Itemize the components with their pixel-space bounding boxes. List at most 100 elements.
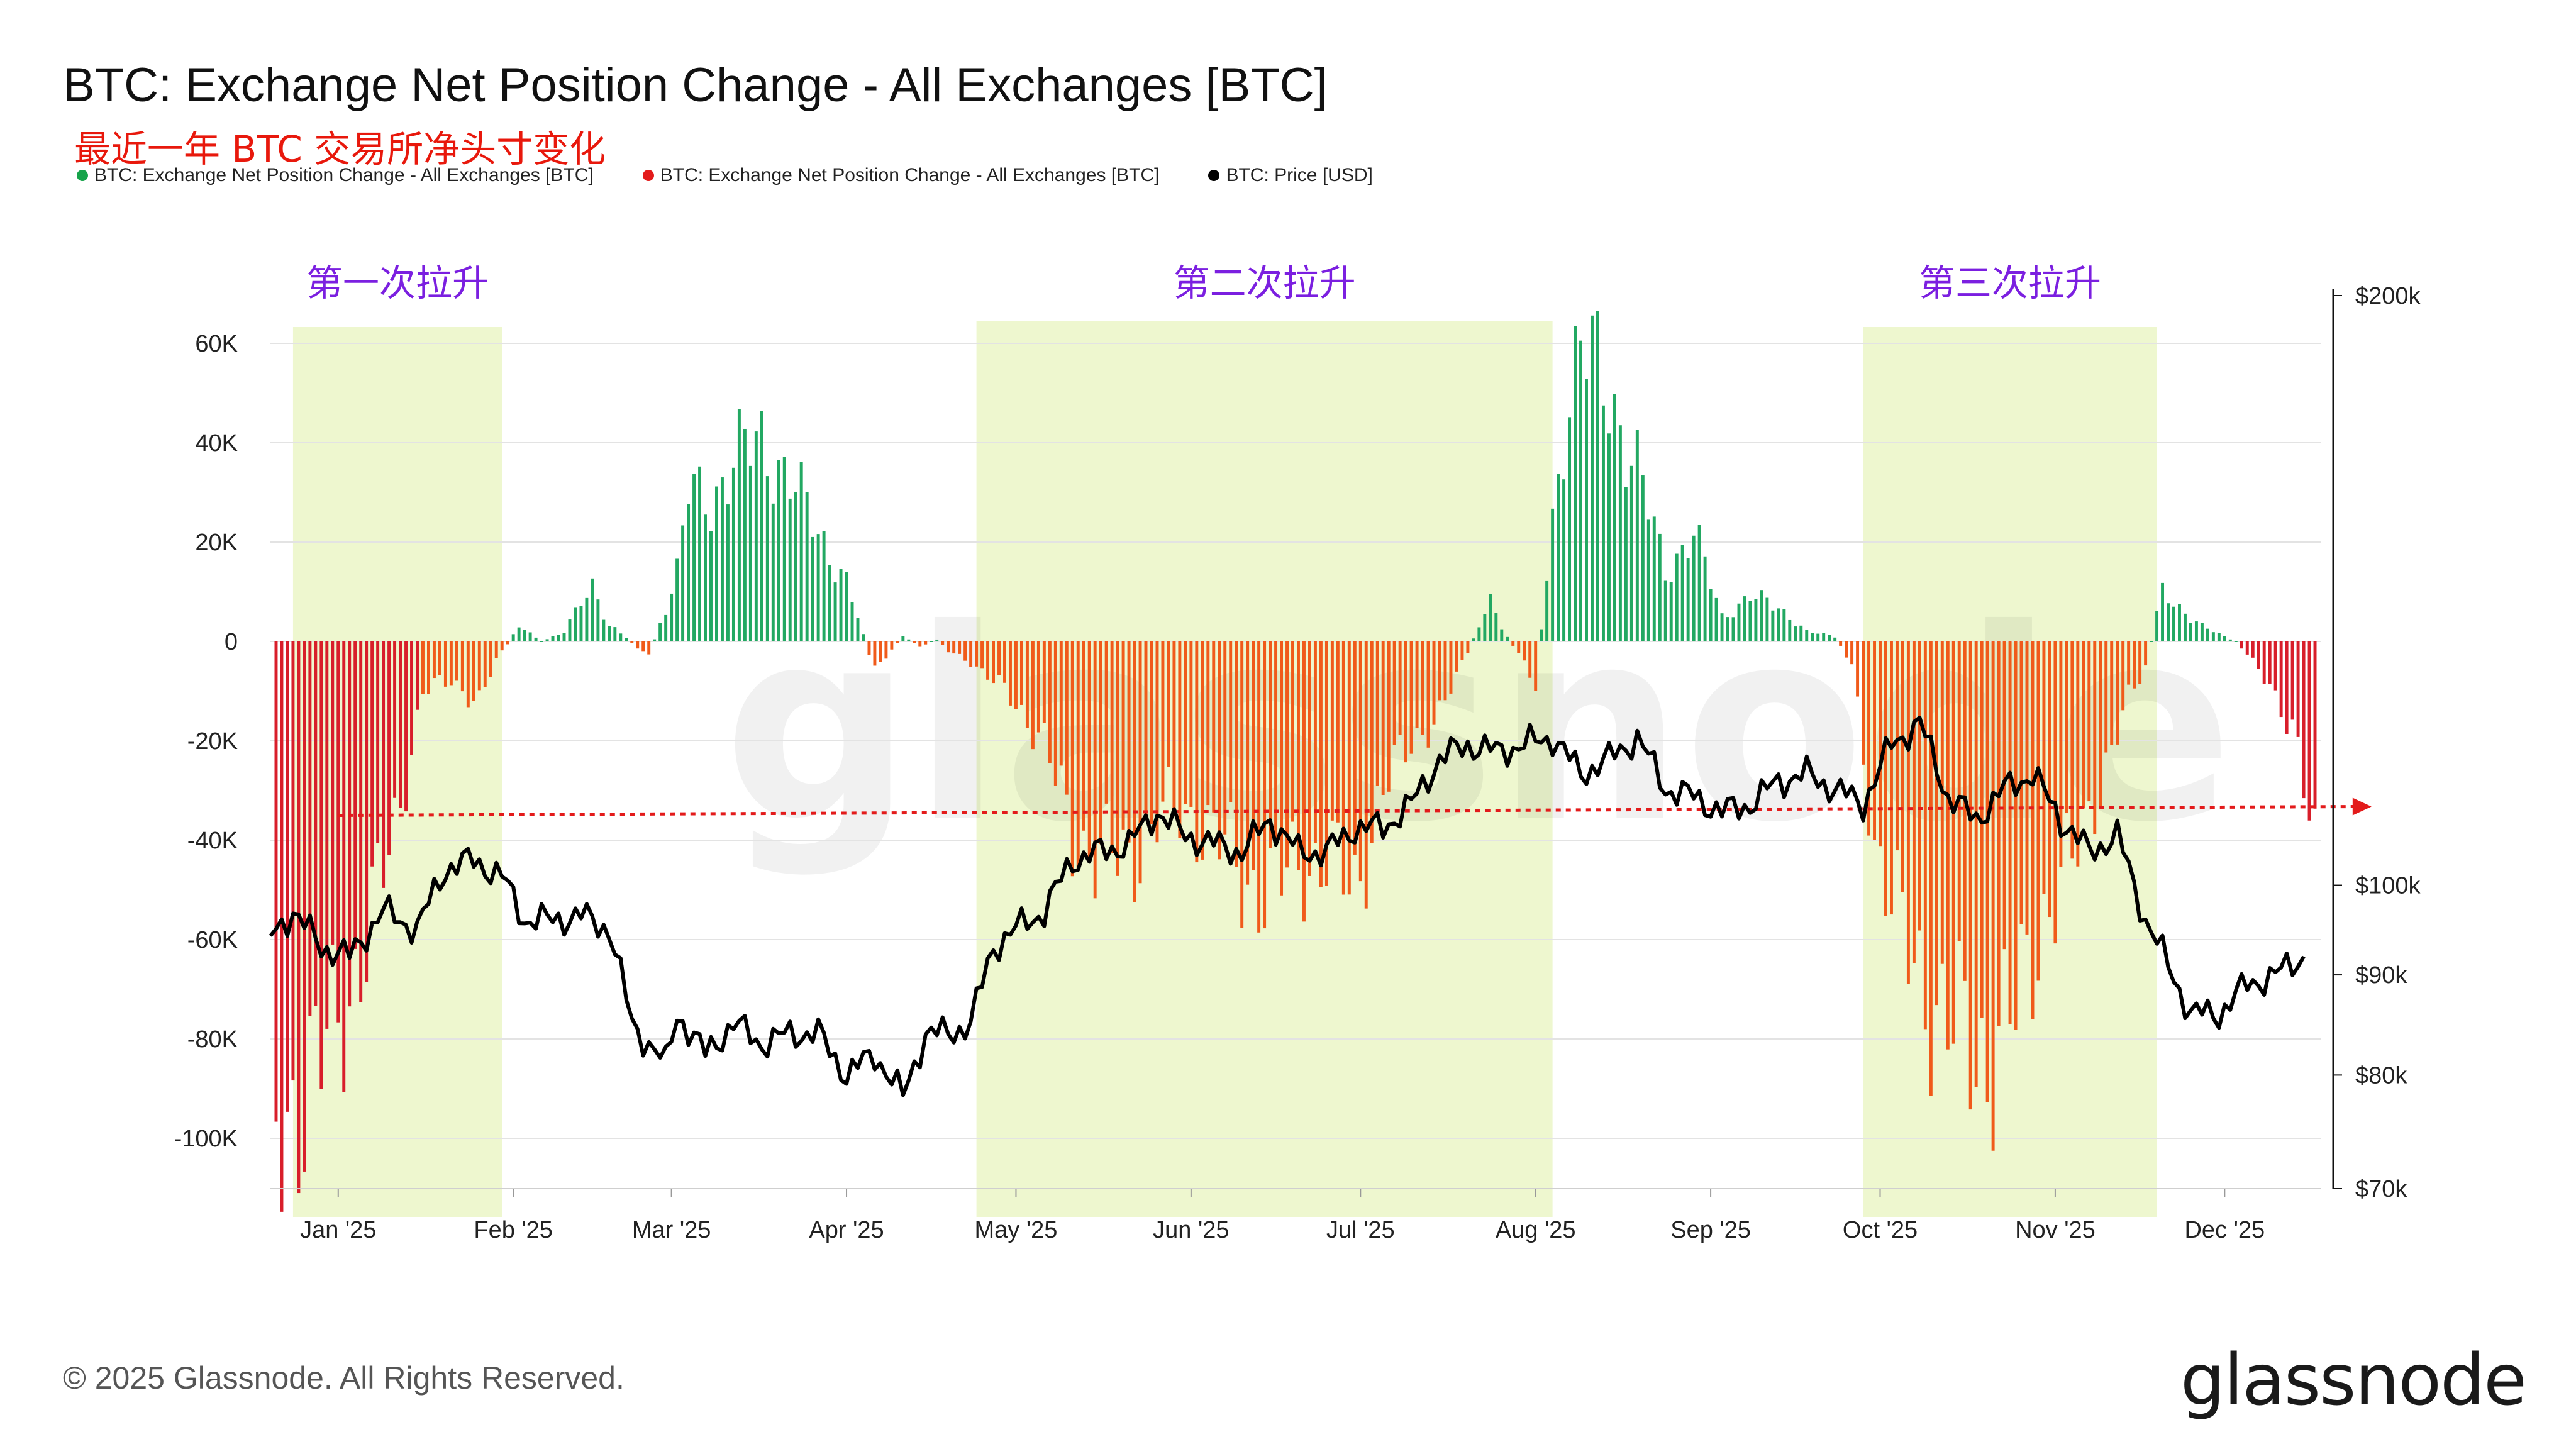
net-position-bar: [913, 641, 916, 643]
net-position-bar: [862, 634, 865, 641]
net-position-bar: [540, 641, 543, 642]
net-position-bar: [2189, 623, 2192, 641]
net-position-bar: [1601, 405, 1605, 641]
net-position-bar: [2031, 641, 2035, 1019]
net-position-bar: [1591, 315, 1594, 641]
net-position-bar: [1472, 638, 1475, 641]
net-position-bar: [1150, 641, 1153, 824]
net-position-bar: [1019, 641, 1023, 705]
net-position-bar: [924, 641, 928, 645]
net-position-bar: [1957, 641, 1961, 941]
net-position-bar: [1754, 599, 1758, 641]
net-position-bar: [969, 641, 973, 667]
net-position-bar: [1889, 641, 1893, 915]
legend-dot-green-icon: [77, 170, 88, 181]
net-position-bar: [1523, 641, 1526, 661]
net-position-bar: [410, 641, 413, 755]
net-position-bar: [1116, 641, 1119, 876]
net-position-bar: [1692, 535, 1696, 641]
net-position-bar: [1138, 641, 1142, 884]
net-position-bar: [1093, 641, 1097, 899]
net-position-bar: [1364, 641, 1368, 909]
net-position-bar: [545, 639, 549, 641]
net-position-bar: [1432, 641, 1436, 724]
highlight-region: [292, 327, 502, 1217]
net-position-bar: [1009, 641, 1012, 706]
net-position-bar: [2116, 641, 2119, 745]
net-position-bar: [1358, 641, 1362, 882]
net-position-bar: [1511, 641, 1515, 646]
net-position-bar: [1629, 465, 1633, 641]
net-position-bar: [687, 504, 691, 641]
net-position-bar: [1341, 641, 1345, 895]
net-position-bar: [1319, 641, 1323, 887]
legend-dot-red-icon: [642, 170, 654, 181]
net-position-bar: [2008, 641, 2012, 1024]
net-position-bar: [1811, 633, 1814, 641]
net-position-bar: [376, 641, 380, 843]
y-tick-label: -100K: [174, 1126, 238, 1152]
net-position-bar: [1042, 641, 1046, 723]
net-position-bar: [619, 633, 623, 641]
net-position-bar: [647, 641, 651, 655]
legend-item-price[interactable]: BTC: Price [USD]: [1208, 165, 1373, 186]
net-position-bar: [2150, 641, 2153, 642]
net-position-bar: [2211, 632, 2215, 641]
net-position-bar: [805, 492, 809, 641]
net-position-bar: [771, 503, 775, 641]
net-position-bar: [760, 411, 763, 641]
net-position-bar: [720, 477, 724, 641]
net-position-bar: [460, 641, 464, 692]
net-position-bar: [2099, 641, 2102, 807]
net-position-bar: [1212, 641, 1216, 813]
net-position-bar: [2042, 641, 2046, 894]
net-position-bar: [698, 466, 702, 641]
net-position-bar: [2014, 641, 2018, 1030]
legend-item-negative[interactable]: BTC: Exchange Net Position Change - All …: [642, 165, 1159, 186]
net-position-bar: [890, 641, 894, 650]
axes: [270, 289, 2334, 1189]
net-position-bar: [1816, 633, 1820, 641]
glassnode-logo: glassnode: [2180, 1340, 2527, 1421]
net-position-bar: [1466, 641, 1470, 653]
net-position-bar: [1923, 641, 1927, 1030]
net-position-bar: [1714, 597, 1718, 641]
x-tick-label: Jun '25: [1153, 1217, 1229, 1243]
net-position-bar: [715, 486, 718, 641]
net-position-bar: [839, 569, 843, 641]
net-position-bar: [291, 641, 295, 1081]
net-position-bar: [2138, 641, 2142, 684]
net-position-bar: [421, 641, 425, 694]
net-position-bar: [1568, 417, 1572, 641]
net-position-bar: [1415, 641, 1419, 729]
net-position-bar: [579, 606, 583, 641]
x-tick-label: Sep '25: [1670, 1217, 1751, 1243]
net-position-bar: [1777, 608, 1780, 641]
net-position-bar: [1856, 641, 1860, 697]
legend: BTC: Exchange Net Position Change - All …: [77, 165, 1373, 186]
net-position-bar: [788, 498, 792, 641]
net-position-bar: [1421, 641, 1424, 735]
net-position-bar: [2127, 641, 2131, 685]
net-position-bar: [681, 525, 685, 641]
net-position-bar: [2228, 639, 2232, 641]
net-position-bar: [455, 641, 458, 681]
net-position-bar: [1426, 641, 1430, 748]
net-position-bar: [1641, 475, 1645, 641]
net-position-bar: [1968, 641, 1972, 1110]
net-position-bar: [1686, 558, 1690, 641]
net-position-bar: [2194, 621, 2198, 641]
y-tick-label: -20K: [187, 728, 238, 755]
net-position-bar: [2025, 641, 2029, 935]
net-position-bar: [517, 627, 521, 641]
net-position-bar: [1167, 641, 1170, 767]
net-position-bar: [1652, 516, 1656, 641]
grid-lines: [270, 343, 2321, 1139]
net-position-bar: [2172, 606, 2175, 641]
net-position-bar: [1534, 641, 1538, 691]
legend-item-positive[interactable]: BTC: Exchange Net Position Change - All …: [77, 165, 594, 186]
net-position-bar: [1070, 641, 1074, 877]
net-position-bar: [1246, 641, 1250, 885]
net-position-bar: [1155, 641, 1159, 843]
net-position-bar: [867, 641, 871, 655]
